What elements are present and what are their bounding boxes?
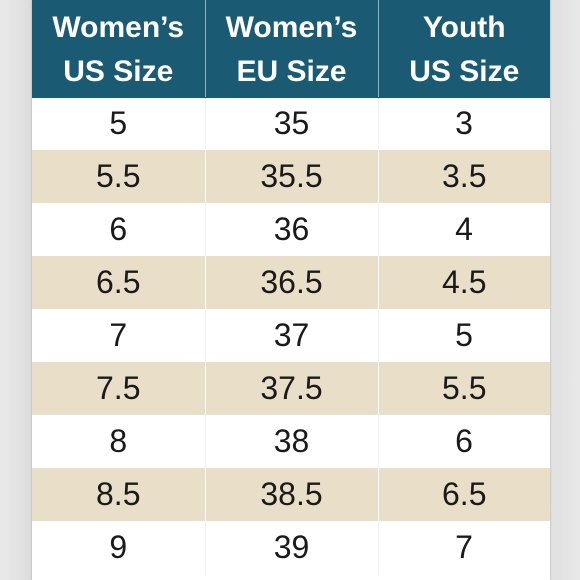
cell-womens-eu: 36 [205,203,379,256]
cell-womens-eu: 35.5 [205,150,379,203]
table-row: 6.5 36.5 4.5 [32,256,550,309]
header-womens-eu-size: Women’s EU Size [205,0,379,98]
cell-youth-us: 3 [378,97,550,150]
cell-youth-us: 7 [378,521,550,574]
cell-youth-us: 4 [378,203,550,256]
table-row: 8.5 38.5 6.5 [32,468,550,521]
header-youth-us-size: Youth US Size [378,0,550,98]
cell-womens-us: 6.5 [32,256,206,309]
size-chart-sheet: Women’s US Size Women’s EU Size Youth US… [32,0,550,580]
table-row: 6 36 4 [32,203,550,256]
cell-womens-us: 5 [32,97,206,150]
table-row: 5 35 3 [32,97,550,150]
header-label-line2: EU Size [236,55,347,89]
cell-youth-us: 6.5 [378,468,550,521]
cell-womens-eu: 36.5 [205,256,379,309]
cell-womens-eu: 37 [205,309,379,362]
cell-womens-eu: 37.5 [205,362,379,415]
cell-youth-us: 3.5 [378,150,550,203]
cell-womens-us: 6 [32,203,206,256]
cell-youth-us: 6 [378,415,550,468]
table-row: 8 38 6 [32,415,550,468]
table-row: 7.5 37.5 5.5 [32,362,550,415]
header-label-line2: US Size [63,55,174,89]
table-body: 5 35 3 5.5 35.5 3.5 6 36 4 6.5 36.5 [32,97,550,574]
cell-womens-us: 8 [32,415,206,468]
table-row: 7 37 5 [32,309,550,362]
cell-womens-us: 9 [32,521,206,574]
cell-womens-us: 5.5 [32,150,206,203]
cell-youth-us: 4.5 [378,256,550,309]
table-header: Women’s US Size Women’s EU Size Youth US… [32,0,550,98]
cell-womens-us: 7 [32,309,206,362]
header-label-line1: Women’s [225,11,358,45]
header-label-line1: Youth [422,11,506,45]
cell-womens-eu: 35 [205,97,379,150]
header-label-line1: Women’s [52,11,185,45]
cell-womens-us: 7.5 [32,362,206,415]
cell-womens-eu: 38.5 [205,468,379,521]
size-conversion-table: Women’s US Size Women’s EU Size Youth US… [32,0,550,574]
cell-womens-eu: 38 [205,415,379,468]
cell-womens-us: 8.5 [32,468,206,521]
header-row: Women’s US Size Women’s EU Size Youth US… [32,0,550,98]
table-row: 9 39 7 [32,521,550,574]
header-womens-us-size: Women’s US Size [32,0,206,98]
table-row: 5.5 35.5 3.5 [32,150,550,203]
cell-womens-eu: 39 [205,521,379,574]
cell-youth-us: 5.5 [378,362,550,415]
cell-youth-us: 5 [378,309,550,362]
header-label-line2: US Size [409,55,520,89]
